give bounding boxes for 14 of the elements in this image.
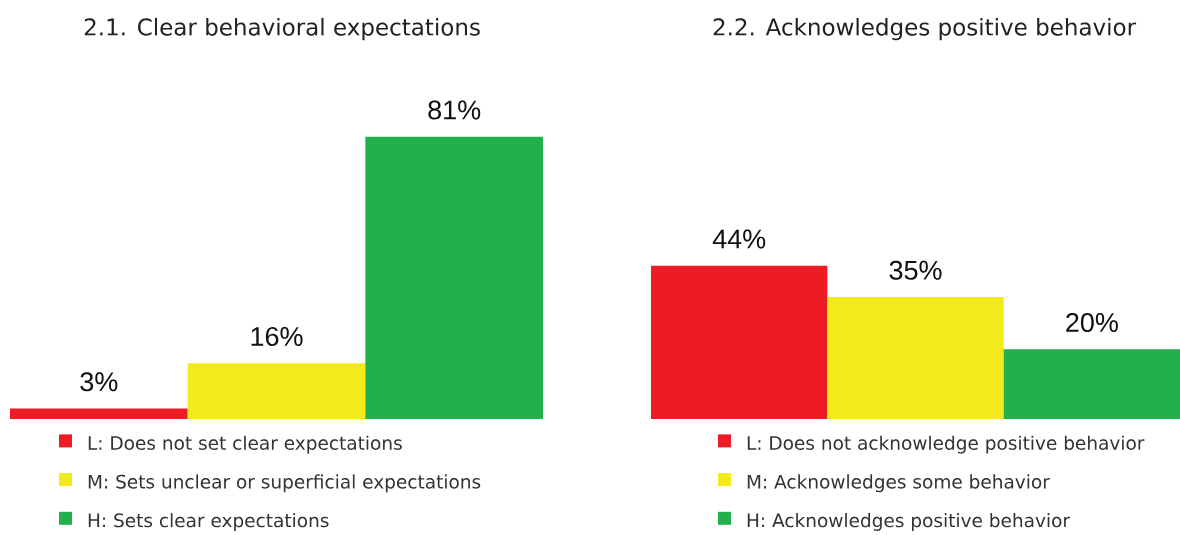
data-label: 16%	[251, 326, 303, 347]
data-label: 20%	[1066, 312, 1118, 333]
chart-title: 2.1. Clear behavioral expectations	[84, 17, 480, 41]
data-label: 3%	[80, 372, 118, 392]
data-label: 81%	[428, 100, 481, 120]
legend-label: H: Acknowledges positive behavior	[747, 513, 1071, 531]
legend-label: L: Does not set clear expectations	[88, 435, 402, 454]
legend-label: M: Sets unclear or superficial expectations	[88, 474, 481, 493]
chart-title: 2.2. Acknowledges positive behavior	[713, 17, 1137, 41]
data-label: 35%	[889, 260, 942, 280]
legend-label: H: Sets clear expectations	[88, 513, 329, 531]
legend-label: M: Acknowledges some behavior	[747, 474, 1050, 493]
legend-label: L: Does not acknowledge positive behavior	[747, 435, 1145, 454]
data-label: 44%	[712, 229, 766, 249]
